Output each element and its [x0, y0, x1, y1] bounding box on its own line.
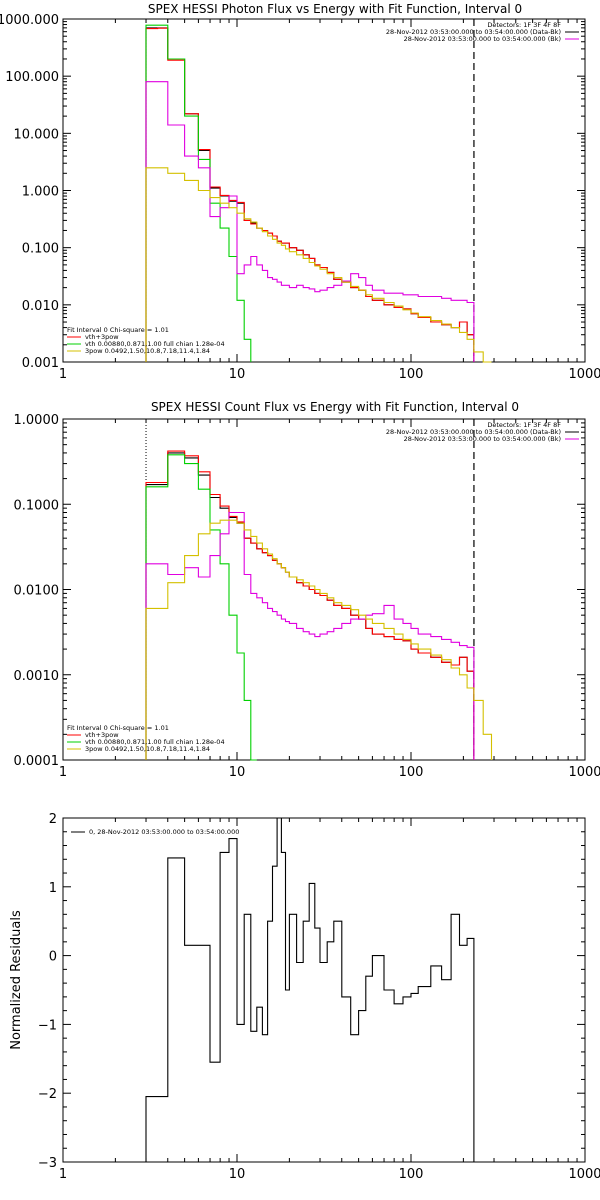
legend-right-entry: Detectors: 1F 3F 4F 8F — [487, 421, 561, 429]
series-0-histogram — [145, 27, 475, 362]
series-3-histogram — [145, 81, 475, 362]
y-tick-label: 0.0100 — [14, 584, 60, 599]
legend-right-entry: 28-Nov-2012 03:53:00.000 to 03:54:00.000… — [386, 28, 561, 36]
y-tick-label: 0.001 — [22, 356, 59, 371]
count-flux-chart: SPEX HESSI Count Flux vs Energy with Fit… — [14, 400, 600, 780]
x-tick-label: 10 — [229, 367, 246, 382]
series-0-histogram — [145, 817, 475, 1162]
photon-flux-chart: SPEX HESSI Photon Flux vs Energy with Fi… — [0, 2, 600, 382]
x-tick-label: 1000 — [568, 765, 600, 780]
y-tick-label: −1 — [38, 1018, 57, 1033]
x-tick-label: 10 — [229, 1167, 246, 1182]
x-tick-label: 10 — [229, 765, 246, 780]
legend-right-entry: Detectors: 1F 3F 4F 8F — [487, 21, 561, 29]
y-tick-label: 10.000 — [14, 127, 60, 142]
legend-right-entry: 28-Nov-2012 03:53:00.000 to 03:54:00.000… — [404, 435, 561, 443]
y-tick-label: 1.0000 — [14, 413, 60, 428]
series-1-histogram — [145, 27, 475, 362]
legend-left-entry: Fit Interval 0 Chi-square = 1.01 — [67, 724, 169, 732]
series-4-histogram — [145, 167, 492, 363]
legend-left-entry: Fit Interval 0 Chi-square = 1.01 — [67, 326, 169, 334]
chart-title: SPEX HESSI Photon Flux vs Energy with Fi… — [148, 2, 522, 16]
legend-entry: 0, 28-Nov-2012 03:53:00.000 to 03:54:00.… — [89, 828, 239, 836]
series-0-histogram — [145, 452, 475, 760]
y-tick-label: 1.000 — [22, 185, 59, 200]
y-tick-label: 0 — [49, 950, 57, 965]
legend-left-entry: vth 0.00880,0.871,1.00 full chian 1.28e-… — [85, 340, 225, 348]
x-tick-label: 1 — [59, 1167, 67, 1182]
plot-frame — [62, 418, 586, 761]
y-tick-label: 1 — [49, 881, 57, 896]
series-4-histogram — [145, 519, 493, 760]
residuals-chart: Normalized Residuals 1 10 100 1000 −3 −2 −1 0 1 2… — [9, 812, 600, 1182]
legend-left-entry: 3pow 0.0492,1.50,10.8,7.18,11.4,1.84 — [85, 745, 210, 753]
y-axis-label: Normalized Residuals — [9, 910, 24, 1050]
y-tick-label: 0.010 — [22, 299, 59, 314]
chart-title: SPEX HESSI Count Flux vs Energy with Fit… — [151, 400, 519, 414]
series-2-histogram — [145, 454, 257, 761]
y-tick-label: 1000.000 — [0, 13, 59, 28]
legend-left-entry: 3pow 0.0492,1.50,10.8,7.18,11.4,1.84 — [85, 347, 210, 355]
plot-frame — [62, 817, 586, 1163]
x-tick-label: 1 — [59, 765, 67, 780]
y-tick-label: 2 — [49, 812, 57, 827]
y-tick-label: 0.100 — [22, 242, 59, 257]
x-tick-label: 100 — [399, 765, 424, 780]
y-tick-label: 0.0001 — [14, 754, 60, 769]
x-tick-label: 100 — [399, 1167, 424, 1182]
legend-right-entry: 28-Nov-2012 03:53:00.000 to 03:54:00.000… — [404, 35, 561, 43]
y-tick-label: 100.000 — [5, 70, 59, 85]
legend-left-entry: vth 0.00880,0.871,1.00 full chian 1.28e-… — [85, 738, 225, 746]
x-tick-label: 1 — [59, 367, 67, 382]
legend-left-entry: vth+3pow — [85, 333, 119, 341]
series-3-histogram — [145, 511, 475, 760]
series-2-histogram — [145, 24, 252, 362]
series-1-histogram — [145, 450, 475, 760]
y-tick-label: −3 — [38, 1156, 57, 1171]
y-tick-label: 0.0010 — [14, 669, 60, 684]
y-tick-label: −2 — [38, 1087, 57, 1102]
x-tick-label: 100 — [399, 367, 424, 382]
x-tick-label: 1000 — [568, 1167, 600, 1182]
y-tick-label: 0.1000 — [14, 498, 60, 513]
x-tick-label: 1000 — [568, 367, 600, 382]
legend-left-entry: vth+3pow — [85, 731, 119, 739]
legend-right-entry: 28-Nov-2012 03:53:00.000 to 03:54:00.000… — [386, 428, 561, 436]
plot-frame — [62, 18, 586, 363]
